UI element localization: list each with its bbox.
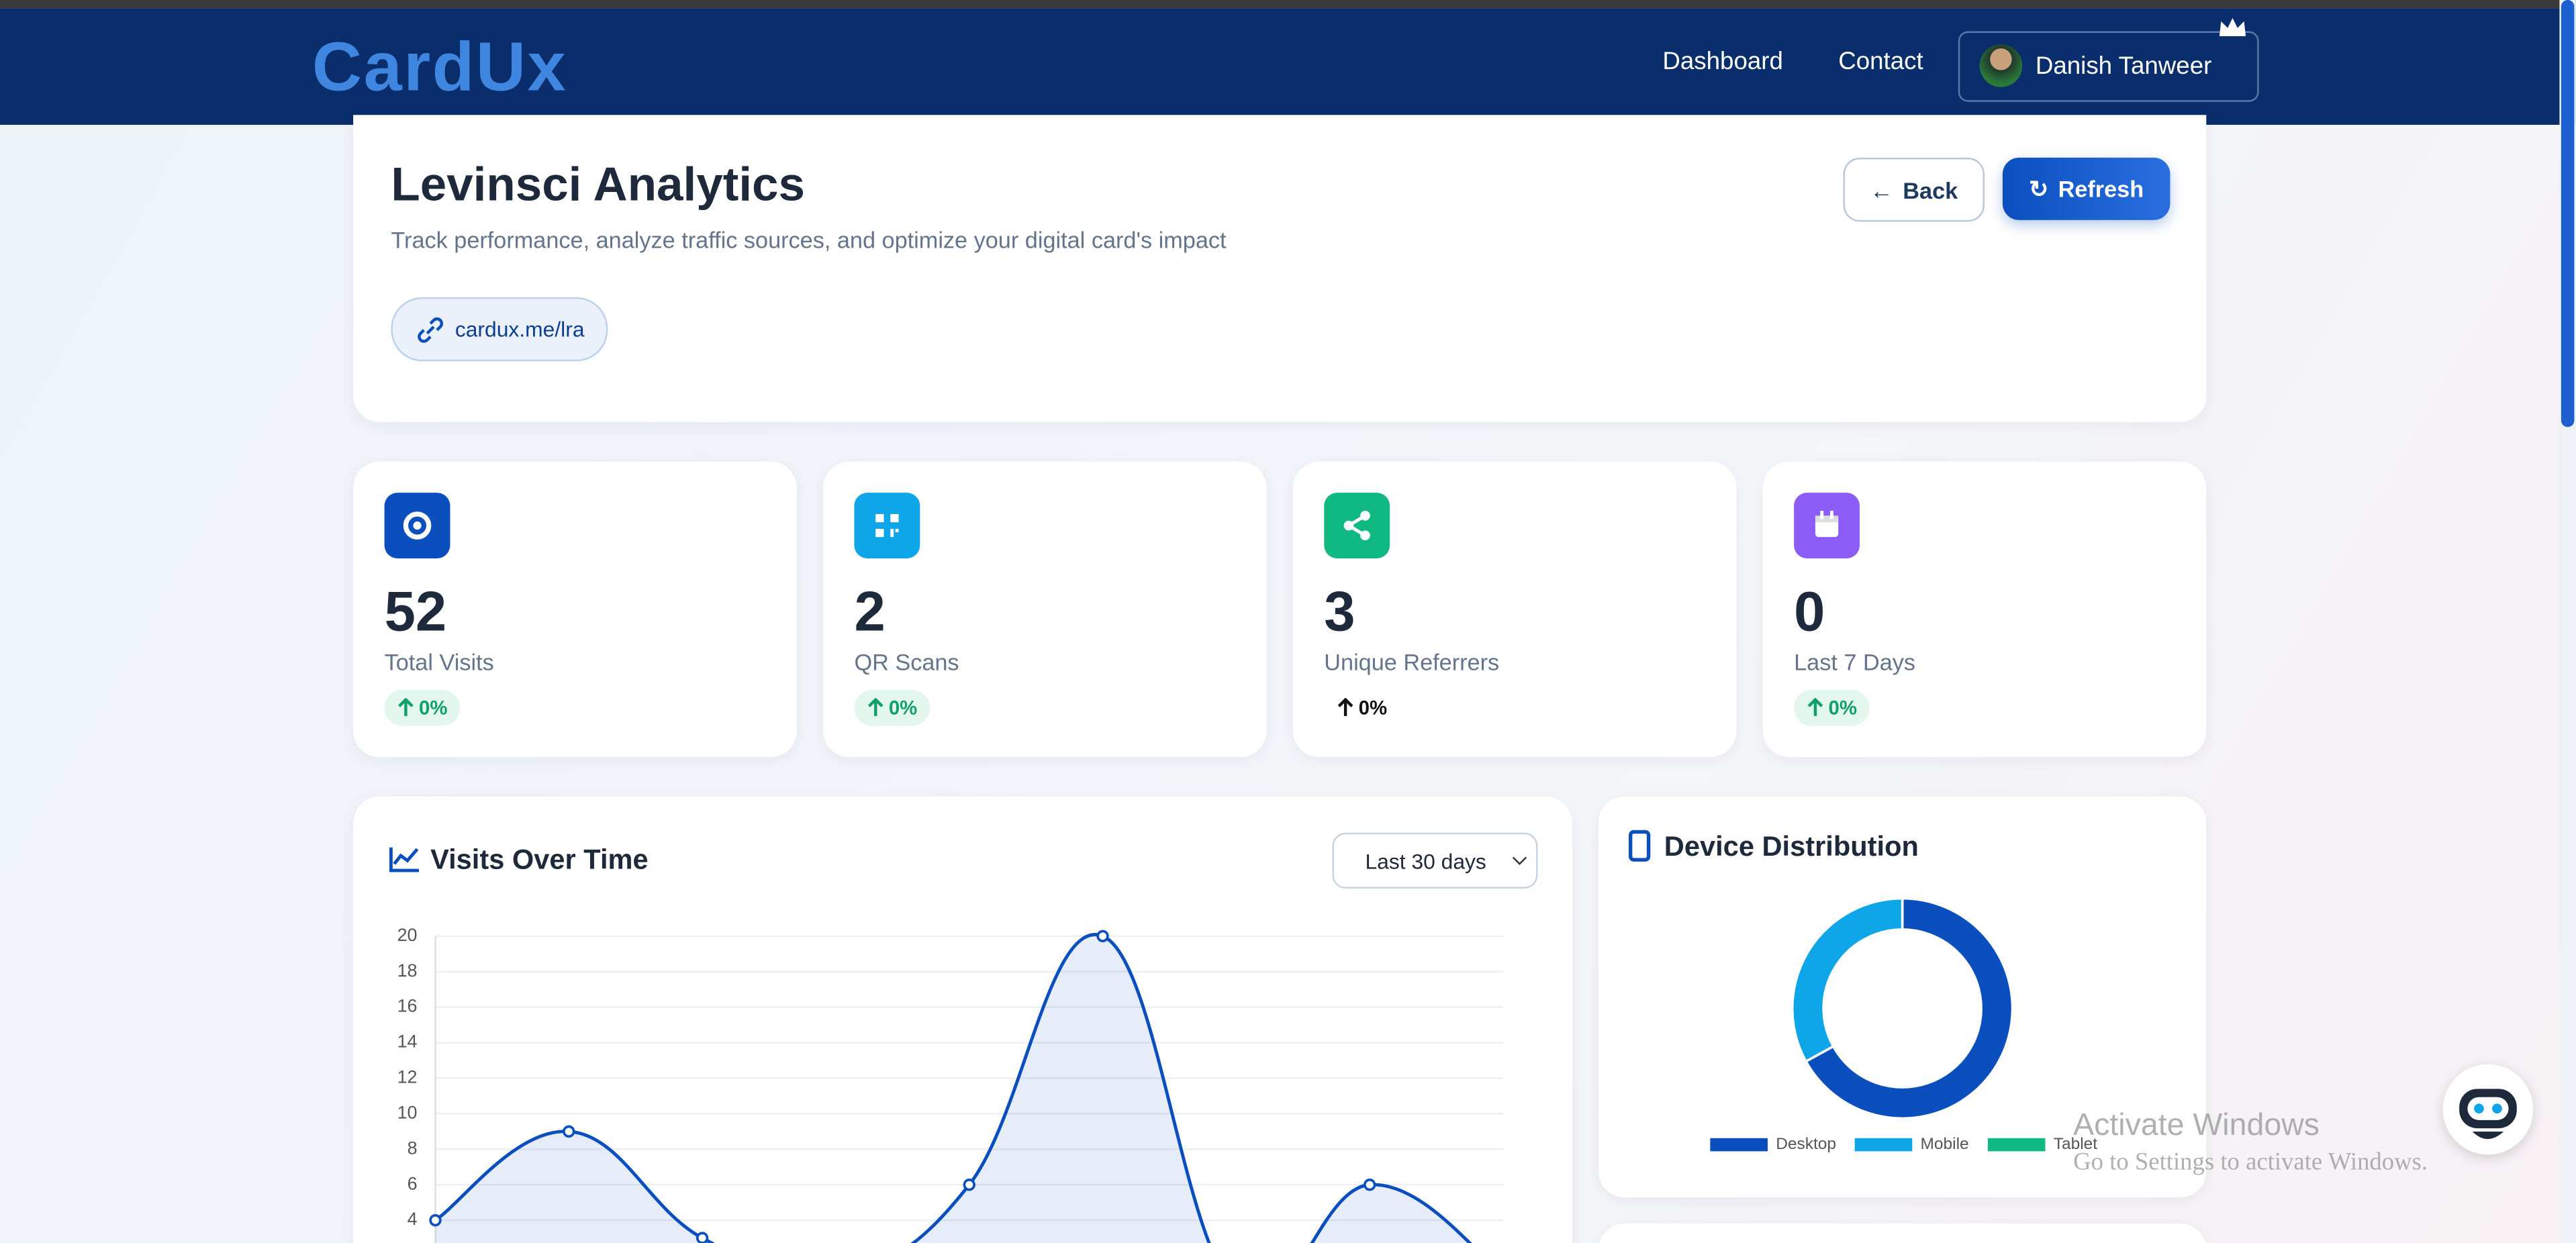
stat-value: 0	[1794, 581, 1825, 644]
arrow-up	[398, 697, 414, 716]
user-name: Danish Tanweer	[2035, 52, 2212, 81]
back-button[interactable]: ← Back	[1843, 157, 1985, 222]
range-select[interactable]: Last 30 days	[1332, 832, 1538, 889]
change-badge: 0%	[1324, 690, 1400, 726]
link-text: cardux.me/lra	[455, 317, 585, 342]
chevron	[1512, 856, 1527, 865]
scroll-thumb[interactable]	[2561, 0, 2575, 428]
change-text: 0%	[1828, 696, 1857, 719]
donut-slice	[1804, 897, 2014, 1120]
page-subtitle: Track performance, analyze traffic sourc…	[391, 226, 1227, 253]
point	[429, 1213, 442, 1227]
navbar: CardUx Dashboard Contact Danish Tanweer	[0, 8, 2576, 125]
arrow-up	[867, 697, 884, 716]
point	[963, 1179, 975, 1191]
change-badge: 0%	[384, 689, 461, 726]
page-title: Levinsci Analytics	[391, 159, 805, 212]
stat-icon	[384, 493, 450, 558]
stat-label: Total Visits	[384, 648, 494, 675]
y-tick-label: 8	[408, 1138, 418, 1158]
device-icon	[1628, 830, 1651, 862]
stat-label: QR Scans	[854, 648, 959, 675]
y-tick-label: 14	[397, 1032, 418, 1052]
stat-icon	[1794, 493, 1860, 558]
refresh-icon: ↻	[2029, 175, 2048, 201]
header-card: Levinsci Analytics Track performance, an…	[353, 115, 2207, 422]
line-area	[435, 934, 1470, 1243]
y-tick-label: 16	[397, 996, 418, 1016]
change-text: 0%	[888, 696, 918, 719]
icon-glyph	[1815, 511, 1839, 538]
icon-glyph	[1343, 511, 1370, 541]
y-tick-label: 20	[397, 925, 418, 945]
avatar	[1979, 44, 2023, 87]
legend-swatch	[1987, 1138, 2046, 1152]
logo[interactable]: CardUx	[312, 28, 568, 105]
watermark-title: Activate Windows	[2073, 1108, 2320, 1144]
stat-card: 0 Last 7 Days 0%	[1762, 461, 2207, 758]
change-text: 0%	[1358, 696, 1388, 719]
donut-slice	[1791, 897, 1904, 1063]
stat-icon	[854, 493, 920, 558]
legend-label: Tablet	[2054, 1135, 2097, 1153]
card-title: Device Distribution	[1664, 831, 1919, 862]
scrollbar	[2559, 0, 2576, 1243]
stat-value: 2	[854, 581, 886, 644]
user-button[interactable]: Danish Tanweer	[1958, 17, 2259, 102]
y-tick-label: 6	[408, 1173, 418, 1193]
link-pill[interactable]: cardux.me/lra	[391, 297, 608, 362]
refresh-label: Refresh	[2058, 175, 2144, 202]
stat-label: Unique Referrers	[1324, 648, 1500, 675]
stat-label: Last 7 Days	[1794, 648, 1916, 675]
stat-value: 3	[1324, 581, 1355, 644]
chart-icon	[389, 847, 419, 873]
change-badge: 0%	[854, 689, 931, 726]
legend-swatch	[1710, 1138, 1768, 1152]
chatbot-button[interactable]	[2442, 1064, 2534, 1155]
line	[434, 933, 1472, 1243]
watermark-subtitle: Go to Settings to activate Windows.	[2073, 1149, 2428, 1177]
back-label: Back	[1903, 177, 1958, 203]
visits-card: Visits Over Time Last 30 days	[353, 796, 1572, 1243]
card-title: Visits Over Time	[430, 844, 649, 876]
legend-swatch	[1854, 1138, 1913, 1152]
refresh-button[interactable]: ↻ Refresh	[2002, 157, 2170, 220]
stat-icon	[1324, 493, 1390, 558]
window-bar	[0, 0, 2576, 9]
icon-glyph	[403, 511, 432, 540]
point	[1096, 930, 1109, 942]
arrow-up	[1337, 697, 1353, 716]
change-text: 0%	[418, 696, 448, 719]
point	[1364, 1179, 1376, 1191]
range-label: Last 30 days	[1365, 849, 1486, 874]
nav-link[interactable]: Dashboard	[1662, 47, 1783, 76]
stat-card: 2 QR Scans 0%	[822, 461, 1267, 758]
bot-icon	[2459, 1089, 2517, 1139]
nav-link[interactable]: Contact	[1838, 47, 1923, 76]
icon-glyph	[875, 513, 899, 538]
legend-label: Mobile	[1921, 1135, 1969, 1153]
legend-label: Desktop	[1776, 1135, 1836, 1153]
crown-icon	[2219, 17, 2246, 36]
stat-card: 52 Total Visits 0%	[353, 461, 797, 758]
stat-value: 52	[384, 581, 447, 644]
next-card	[1598, 1224, 2207, 1243]
y-tick-label: 10	[397, 1102, 418, 1122]
stat-card: 3 Unique Referrers 0%	[1292, 461, 1737, 758]
point	[563, 1125, 575, 1138]
arrow-up	[1807, 697, 1823, 716]
link-icon	[418, 317, 443, 343]
y-tick-label: 18	[397, 960, 418, 981]
change-badge: 0%	[1794, 689, 1870, 726]
back-arrow: ←	[1870, 177, 1893, 203]
y-tick-label: 4	[408, 1209, 418, 1229]
device-card: Device Distribution	[1598, 796, 2207, 1197]
y-tick-label: 12	[397, 1067, 418, 1087]
